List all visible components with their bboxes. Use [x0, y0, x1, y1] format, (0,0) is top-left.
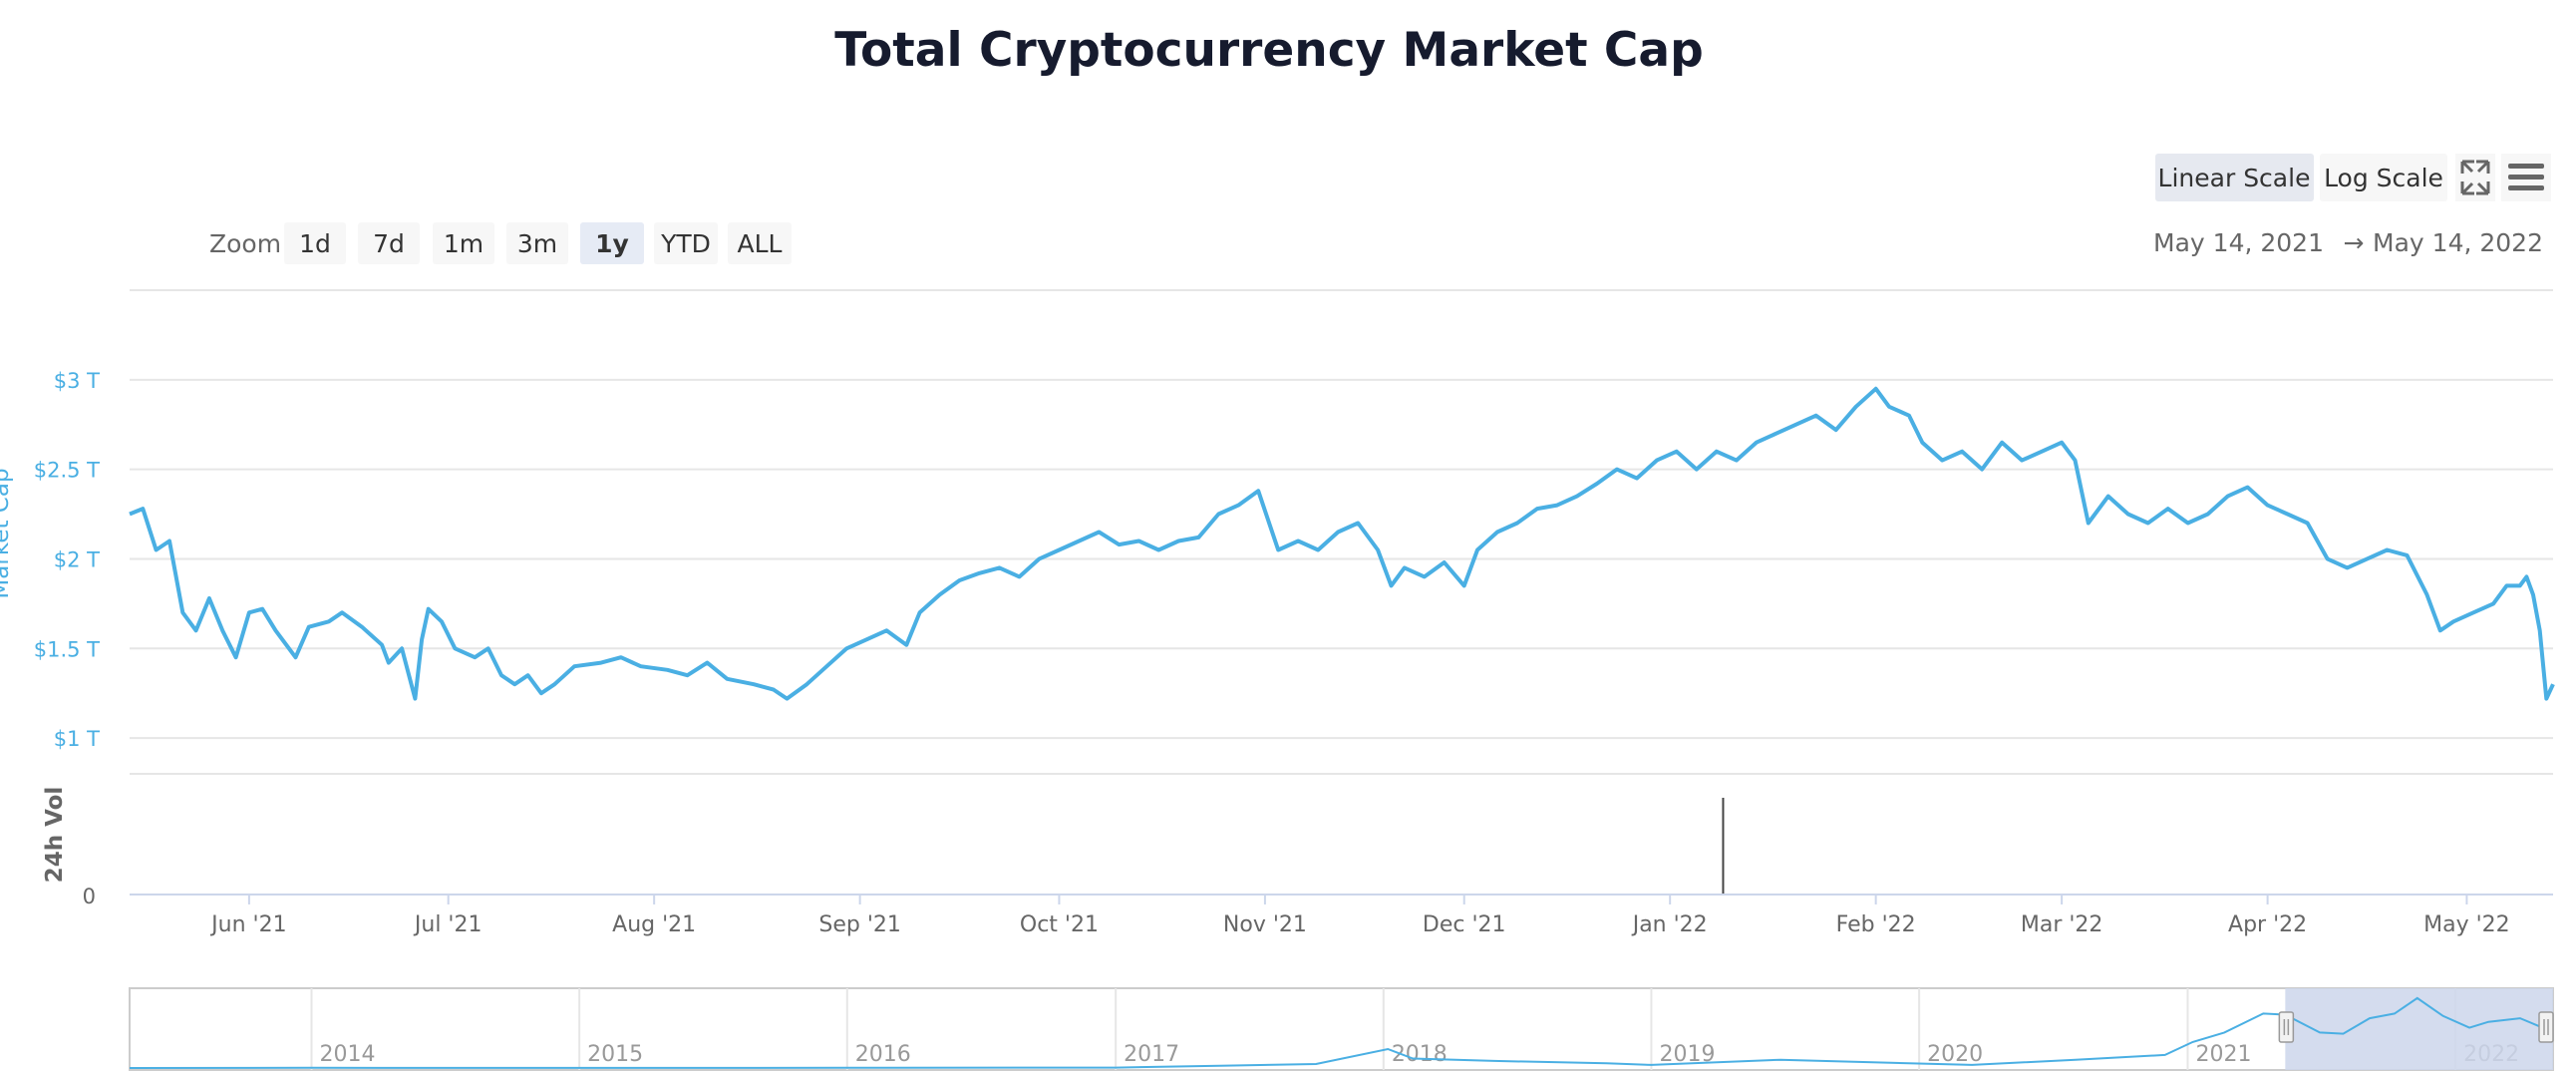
zoom-button-1y[interactable]: 1y — [580, 222, 644, 264]
zoom-button-label: 7d — [373, 229, 405, 258]
handle-body — [2538, 1011, 2554, 1043]
fullscreen-glyph — [2460, 160, 2490, 195]
log-scale-label: Log Scale — [2324, 164, 2443, 192]
volume-axis-title: 24h Vol — [42, 787, 68, 884]
navigator-year-label: 2017 — [1124, 1042, 1179, 1067]
zoom-buttons: 1d 7d 1m 3m 1y YTD ALL — [284, 222, 792, 264]
zoom-button-all[interactable]: ALL — [728, 222, 792, 264]
y-tick-label: $1 T — [54, 727, 100, 751]
x-tick-label: Jul '21 — [413, 912, 483, 937]
menu-bar-bottom — [2508, 185, 2544, 190]
x-tick-label: May '22 — [2423, 912, 2510, 937]
navigator-handle-right[interactable] — [2538, 1011, 2554, 1043]
x-tick-label: Dec '21 — [1423, 912, 1506, 937]
navigator-year-label: 2020 — [1927, 1042, 1983, 1067]
x-tick-label: Jun '21 — [209, 912, 286, 937]
fullscreen-icon[interactable] — [2455, 154, 2495, 201]
zoom-button-7d[interactable]: 7d — [358, 222, 420, 264]
zoom-button-ytd[interactable]: YTD — [654, 222, 718, 264]
log-scale-button[interactable]: Log Scale — [2320, 154, 2447, 201]
zoom-button-label: 3m — [517, 229, 557, 258]
volume-tick-0: 0 — [83, 885, 96, 908]
x-tick-label: Feb '22 — [1836, 912, 1916, 937]
menu-bar-middle — [2508, 175, 2544, 179]
x-tick-label: Nov '21 — [1223, 912, 1307, 937]
zoom-button-bg — [433, 222, 494, 264]
zoom-button-bg — [580, 222, 644, 264]
navigator-year-label: 2016 — [855, 1042, 911, 1067]
zoom-button-3m[interactable]: 3m — [506, 222, 568, 264]
y-tick-label: $2 T — [54, 547, 100, 571]
x-tick-label: Aug '21 — [612, 912, 696, 937]
x-tick-label: Jan '22 — [1631, 912, 1708, 937]
x-axis-ticks: Jun '21 Jul '21 Aug '21 Sep '21 Oct '21 Nov '… — [209, 895, 2510, 937]
fullscreen-button-bg — [2455, 154, 2495, 201]
log-scale-button-bg — [2320, 154, 2447, 201]
zoom-button-bg — [358, 222, 420, 264]
x-tick-label: Sep '21 — [818, 912, 901, 937]
zoom-button-1d[interactable]: 1d — [284, 222, 346, 264]
range-to[interactable]: May 14, 2022 — [2373, 228, 2543, 257]
range-arrow: → — [2344, 228, 2365, 257]
zoom-button-label: 1m — [444, 229, 483, 258]
y-tick-label: $2.5 T — [34, 459, 100, 483]
y-axis-ticks: $1 T $1.5 T $2 T $2.5 T $3 T — [34, 369, 100, 751]
zoom-button-bg — [284, 222, 346, 264]
zoom-button-bg — [506, 222, 568, 264]
navigator-year-label: 2014 — [320, 1042, 376, 1067]
x-tick-label: Apr '22 — [2228, 912, 2307, 937]
navigator-series-line — [129, 996, 2554, 1069]
x-tick-label: Mar '22 — [2021, 912, 2103, 937]
menu-bar-top — [2508, 164, 2544, 169]
hamburger-menu-icon[interactable] — [2501, 154, 2551, 201]
linear-scale-button-bg — [2155, 154, 2314, 201]
navigator-year-label: 2021 — [2195, 1042, 2251, 1067]
handle-body — [2278, 1011, 2295, 1043]
chart-title: Total Cryptocurrency Market Cap — [834, 23, 1704, 78]
linear-scale-label: Linear Scale — [2158, 164, 2311, 192]
zoom-button-label: 1d — [299, 229, 331, 258]
navigator-year-label: 2015 — [587, 1042, 643, 1067]
linear-scale-button[interactable]: Linear Scale — [2155, 154, 2314, 201]
navigator-handle-left[interactable] — [2278, 1011, 2295, 1043]
market-cap-line[interactable] — [129, 386, 2555, 701]
navigator[interactable]: 201420152016201720182019202020212022 — [129, 987, 2554, 1071]
grid-lines — [130, 378, 2553, 740]
y-axis-title: Market Cap — [0, 468, 14, 598]
zoom-button-1m[interactable]: 1m — [433, 222, 494, 264]
zoom-button-label: 1y — [595, 229, 629, 258]
zoom-button-label: ALL — [738, 229, 783, 258]
navigator-selected-range[interactable] — [2285, 988, 2553, 1070]
range-from[interactable]: May 14, 2021 — [2153, 228, 2324, 257]
zoom-label: Zoom — [209, 229, 281, 258]
date-range: May 14, 2021 → May 14, 2022 — [2153, 228, 2543, 257]
y-tick-label: $1.5 T — [34, 637, 100, 661]
navigator-handles[interactable] — [2278, 1011, 2554, 1043]
zoom-button-label: YTD — [660, 229, 711, 258]
zoom-button-bg — [654, 222, 718, 264]
x-tick-label: Oct '21 — [1020, 912, 1099, 937]
y-tick-label: $3 T — [54, 369, 100, 393]
zoom-button-bg — [728, 222, 792, 264]
